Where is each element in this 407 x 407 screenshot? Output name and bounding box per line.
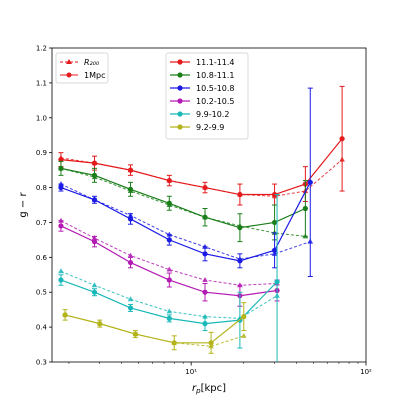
- mpc-point: [237, 258, 243, 264]
- mpc-point: [166, 277, 172, 283]
- mpc-point: [166, 237, 172, 243]
- y-tick-label: 0.3: [36, 359, 47, 367]
- ticks-layer: 0.3 0.4 0.5 0.6 0.7 0.8 0.9 1.0 1.1 1.2 10¹ 10²: [36, 45, 372, 377]
- legend-mass-label: 9.9-10.2: [196, 110, 229, 119]
- legend-mass-marker: [177, 85, 183, 91]
- mpc-point: [171, 340, 177, 346]
- y-tick-label: 0.5: [36, 289, 47, 297]
- y-tick-label: 0.7: [36, 219, 47, 227]
- x-tick-label: 10²: [360, 368, 372, 376]
- legend-r200-marker: [66, 59, 72, 64]
- y-tick-label: 0.6: [36, 254, 48, 262]
- x-axis-label-unit: [kpc]: [201, 383, 227, 394]
- mpc-point: [91, 172, 98, 178]
- mpc-point: [274, 279, 280, 285]
- mpc-point: [271, 219, 278, 226]
- legend-r200-label: R₂₀₀: [84, 58, 100, 67]
- mpc-point: [91, 289, 98, 295]
- legend-mass-marker: [177, 59, 183, 65]
- series-2: [58, 87, 314, 278]
- series-0: [58, 85, 345, 206]
- mpc-point: [62, 312, 68, 318]
- x-axis-label-sub: p: [195, 387, 201, 395]
- mpc-point: [127, 305, 134, 311]
- mpc-point: [208, 340, 214, 346]
- series-layer: [58, 85, 345, 362]
- mpc-point: [58, 184, 64, 191]
- y-tick-label: 1.1: [36, 79, 47, 87]
- mpc-line: [64, 314, 245, 344]
- mpc-point: [58, 165, 64, 171]
- legend-mass-label: 9.2-9.9: [196, 123, 224, 132]
- mpc-point: [91, 197, 98, 203]
- r200-line: [64, 314, 244, 347]
- mpc-point: [271, 247, 278, 253]
- legend-mass-label: 10.2-10.5: [196, 97, 235, 106]
- legend-mass: 11.1-11.4 10.8-11.1 10.5-10.8 10.2-10.5 9.9-…: [165, 52, 249, 140]
- mpc-point: [302, 205, 308, 212]
- mpc-point: [127, 259, 134, 266]
- mpc-point: [202, 251, 208, 257]
- mpc-point: [127, 216, 134, 222]
- mpc-point: [241, 314, 247, 320]
- mpc-point: [58, 277, 64, 283]
- plot-frame: [51, 47, 367, 363]
- mpc-line: [60, 138, 343, 196]
- mpc-point: [166, 200, 172, 206]
- legend-mass-marker: [177, 124, 183, 130]
- x-tick-label: 10¹: [185, 368, 197, 376]
- x-axis-label-main: r: [192, 383, 197, 394]
- legend-1mpc-label: 1Mpc: [84, 71, 105, 80]
- x-axis-label: rp[kpc]: [192, 383, 226, 395]
- r200-point: [202, 277, 208, 283]
- mpc-point: [202, 289, 208, 295]
- mpc-point: [91, 239, 98, 245]
- mpc-point: [237, 225, 243, 231]
- r200-point: [240, 332, 247, 338]
- mpc-point: [339, 136, 345, 142]
- r200-point: [91, 282, 98, 288]
- mpc-point: [202, 184, 208, 191]
- mpc-point: [127, 167, 134, 173]
- mpc-point: [58, 223, 64, 229]
- legend-1mpc-marker: [66, 72, 72, 78]
- mpc-line: [60, 167, 306, 229]
- mpc-point: [97, 321, 103, 327]
- legend-mass-label: 10.8-11.1: [196, 71, 235, 80]
- series-5: [62, 302, 247, 354]
- mpc-point: [166, 177, 172, 184]
- mpc-point: [202, 321, 208, 327]
- mpc-line: [60, 182, 311, 262]
- r200-line: [60, 167, 306, 237]
- mpc-point: [237, 191, 243, 198]
- r200-point: [58, 268, 64, 274]
- r200-point: [166, 308, 173, 314]
- legend-mass-label: 11.1-11.4: [196, 58, 235, 67]
- r200-point: [127, 296, 134, 302]
- y-tick-label: 1.2: [36, 45, 47, 53]
- r200-point: [127, 252, 134, 258]
- mpc-point: [307, 179, 313, 185]
- legend-mass-label: 10.5-10.8: [196, 84, 235, 93]
- mpc-point: [202, 214, 208, 220]
- mpc-point: [127, 186, 134, 192]
- r200-point: [166, 266, 173, 272]
- y-tick-label: 0.9: [36, 149, 47, 157]
- legend-style: R₂₀₀ 1Mpc: [55, 52, 109, 84]
- r200-line: [60, 157, 343, 197]
- y-tick-label: 1.0: [36, 114, 47, 122]
- y-tick-label: 0.4: [36, 324, 48, 332]
- y-axis-label: g − r: [18, 192, 29, 218]
- legend-mass-marker: [177, 72, 183, 78]
- legend-mass-marker: [177, 98, 183, 104]
- y-tick-label: 0.8: [36, 184, 47, 192]
- mpc-point: [132, 331, 139, 337]
- legend-mass-marker: [177, 111, 183, 117]
- mpc-point: [91, 160, 98, 166]
- series-1: [58, 160, 309, 243]
- mpc-point: [166, 315, 172, 321]
- series-3: [58, 217, 280, 307]
